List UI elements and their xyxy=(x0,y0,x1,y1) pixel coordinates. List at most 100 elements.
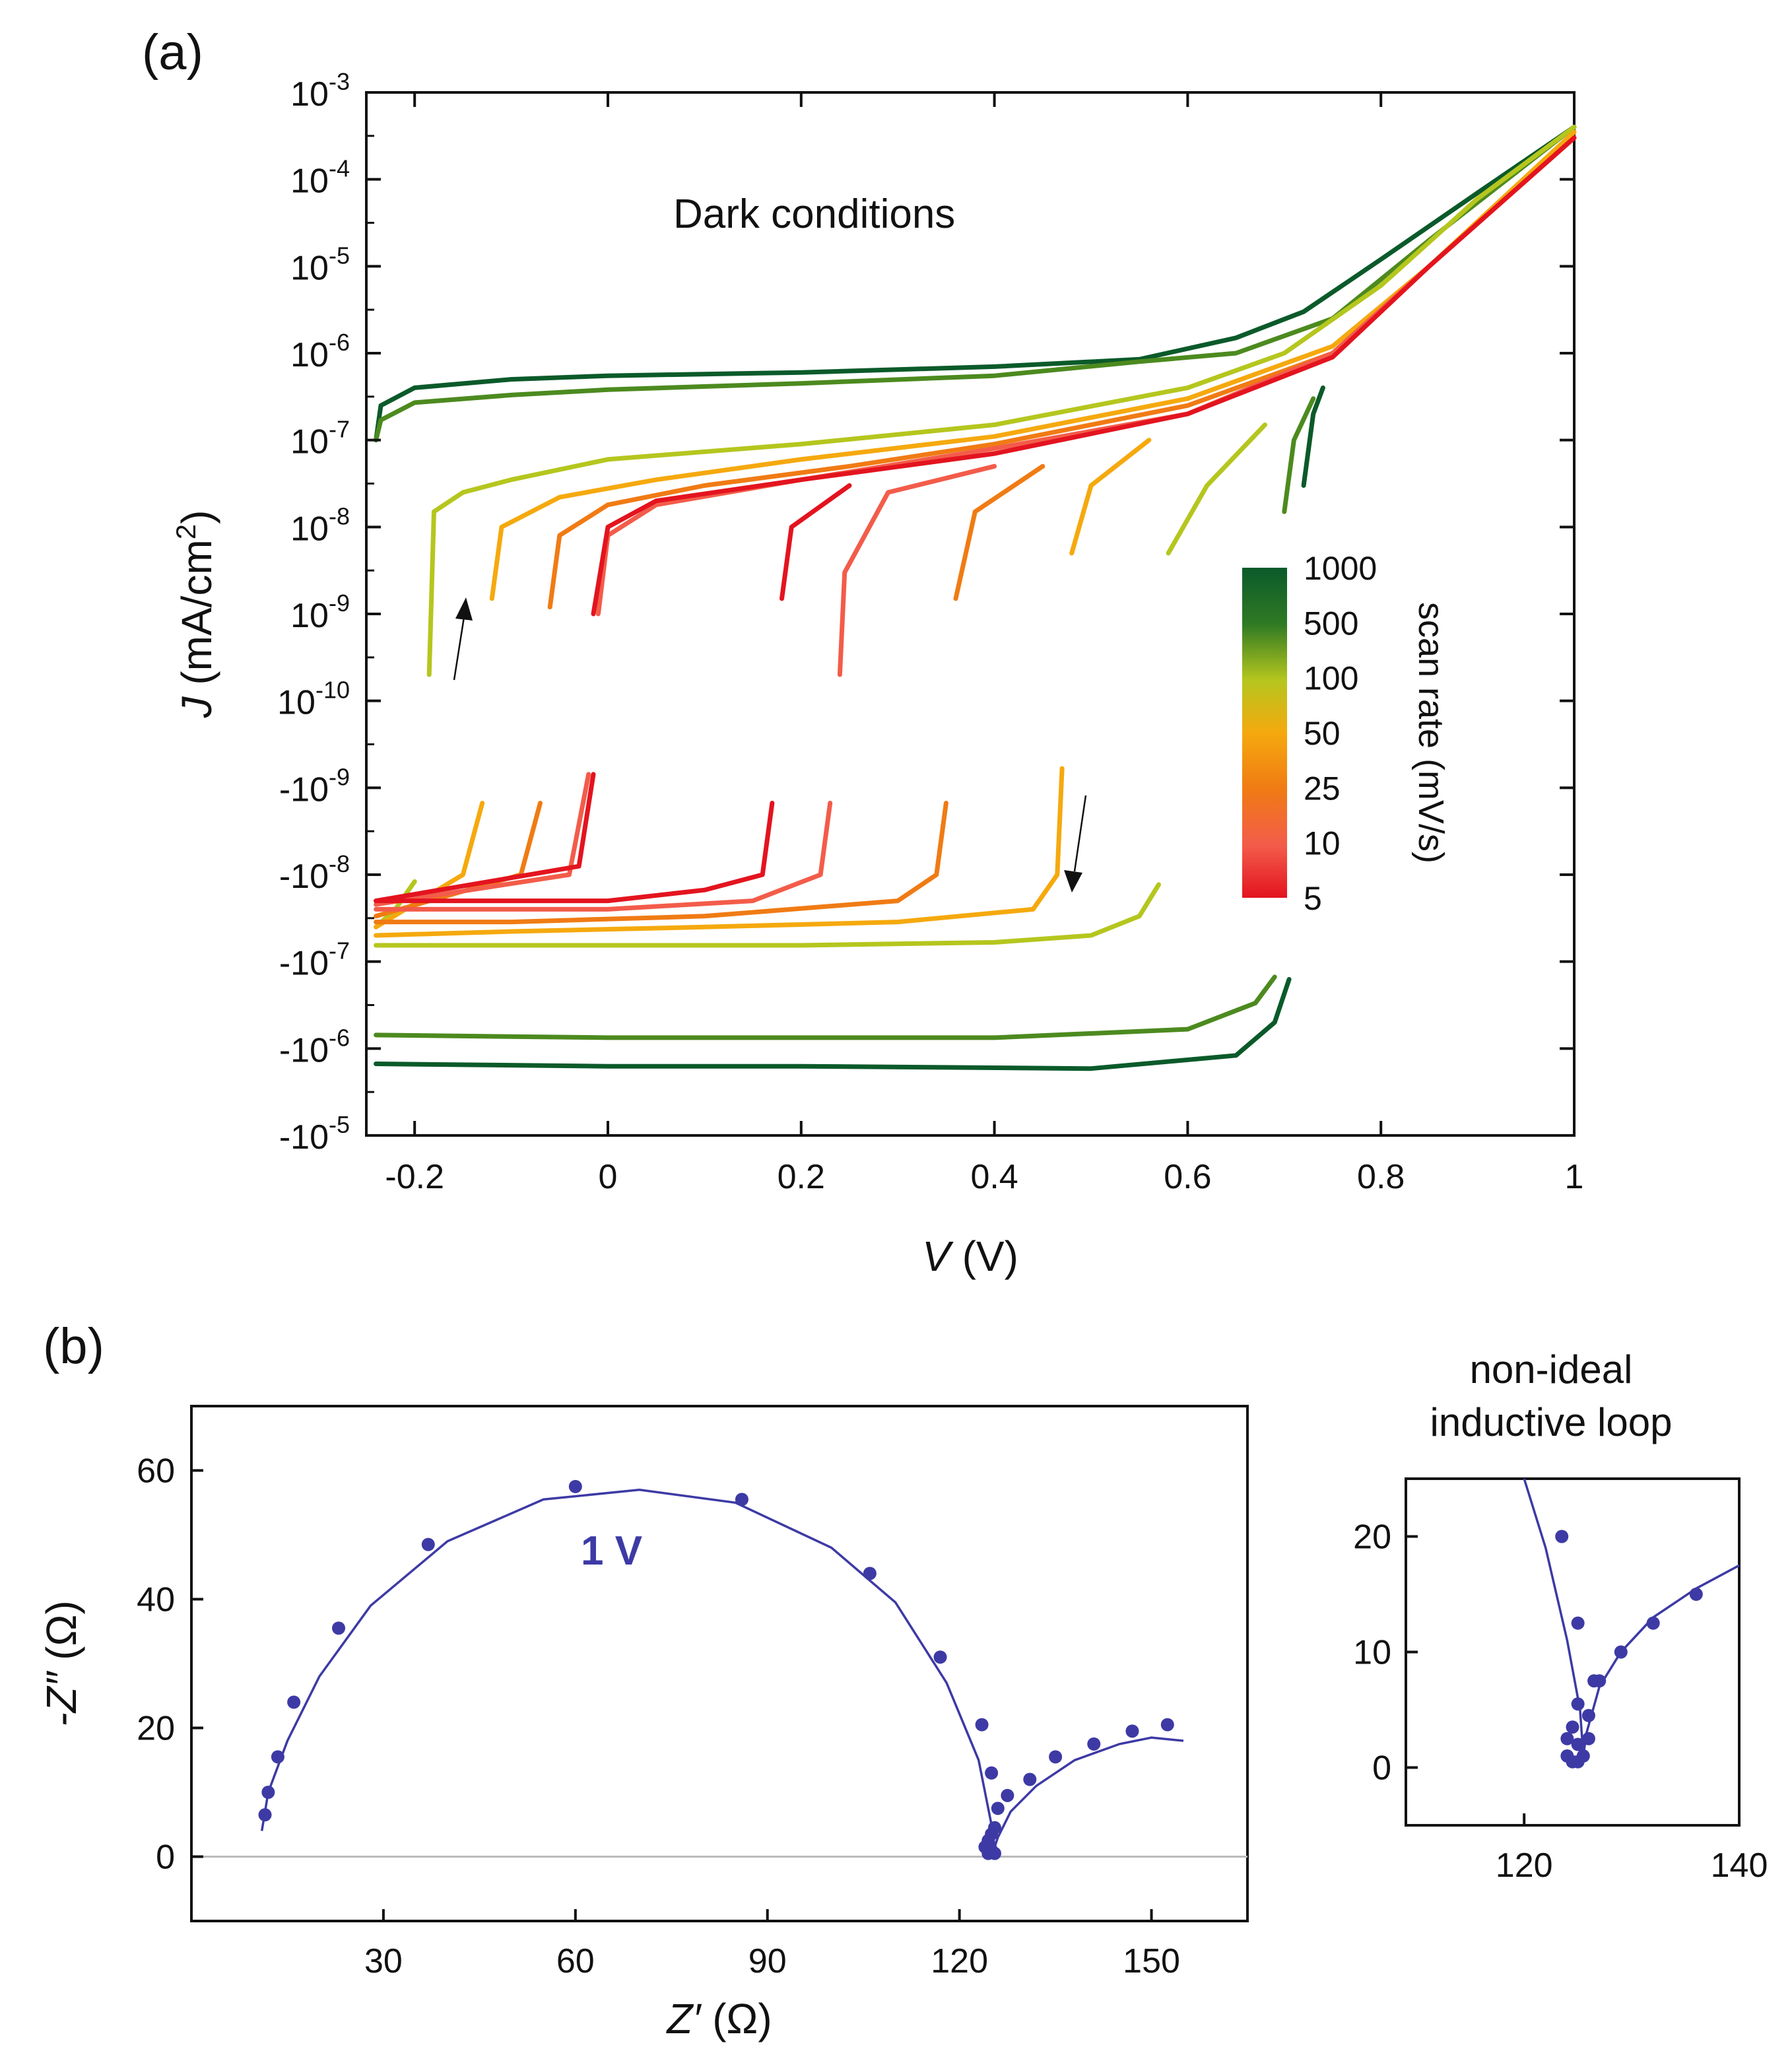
plot-a-y-tick-label: -10-5 xyxy=(279,1111,350,1157)
plot-b-x-ticks: 30 60 90 120 150 xyxy=(364,1909,1180,1980)
plot-b-point xyxy=(271,1750,284,1764)
plot-a: -0.2 0 0.2 0.4 0.6 0.8 1 10-310-410-510-610-71… xyxy=(170,68,1583,1280)
plot-b-point xyxy=(258,1808,272,1822)
plot-b-point xyxy=(332,1621,346,1635)
plot-b-point xyxy=(1023,1772,1037,1786)
inset-point xyxy=(1560,1732,1574,1745)
inset-point xyxy=(1566,1720,1579,1734)
colorbar-label: 50 xyxy=(1304,715,1341,752)
inset-y-tick-label: 0 xyxy=(1372,1749,1391,1788)
plot-b-point xyxy=(1049,1750,1063,1764)
series-6-forward xyxy=(591,135,1577,617)
series-6-forward-start xyxy=(780,483,852,601)
plot-b-point xyxy=(421,1537,435,1551)
inset-y-tick-label: 10 xyxy=(1353,1634,1391,1672)
plot-b-point xyxy=(985,1766,999,1780)
plot-a-y-tick-label: -10-7 xyxy=(279,937,350,983)
plot-b-fit-curve xyxy=(260,1489,1184,1848)
colorbar-label: 25 xyxy=(1304,770,1341,807)
series-0-forward xyxy=(374,124,1577,443)
plot-b-point xyxy=(1160,1718,1174,1732)
plot-a-x-ticks: -0.2 0 0.2 0.4 0.6 0.8 1 xyxy=(385,92,1583,1196)
plot-b-y-tick-label: 40 xyxy=(137,1581,175,1619)
plot-a-x-tick-label: 0.2 xyxy=(778,1158,825,1196)
plot-b-y-ticks: 0 20 40 60 xyxy=(137,1452,203,1877)
inset-point xyxy=(1646,1616,1660,1630)
series-0-forward-start xyxy=(1301,385,1325,488)
series-6-reverse xyxy=(374,801,775,904)
colorbar-label: 1000 xyxy=(1304,550,1377,587)
inset-x-tick-label: 140 xyxy=(1711,1846,1768,1885)
series-4-forward-start xyxy=(953,463,1045,601)
plot-a-series xyxy=(374,124,1577,1071)
series-1-forward xyxy=(374,124,1577,443)
inset-title-line1: non-ideal xyxy=(1470,1347,1633,1392)
annotation-dark-conditions: Dark conditions xyxy=(673,191,955,237)
inset-x-tick-label: 120 xyxy=(1496,1846,1553,1885)
series-2-forward-start xyxy=(1166,422,1267,556)
plot-b-point xyxy=(933,1650,947,1664)
plot-a-y-tick-label: 10-5 xyxy=(290,242,350,287)
plot-b-point xyxy=(1001,1788,1014,1802)
series-1-reverse xyxy=(374,974,1277,1040)
plot-a-x-label: V (V) xyxy=(922,1232,1018,1280)
series-3-forward xyxy=(489,129,1577,601)
inset-plot: non-ideal inductive loop 120 140 0 10 20 xyxy=(1353,1347,1768,1885)
inset-point xyxy=(1555,1530,1569,1543)
plot-b-y-tick-label: 0 xyxy=(156,1838,175,1877)
plot-a-x-tick-label: -0.2 xyxy=(385,1158,444,1196)
plot-b-x-tick-label: 90 xyxy=(748,1942,787,1980)
panel-b-label: (b) xyxy=(43,1318,104,1374)
plot-a-x-tick-label: 0.8 xyxy=(1357,1158,1405,1196)
plot-a-y-tick-label: 10-9 xyxy=(290,590,350,635)
colorbar-label: 5 xyxy=(1304,880,1322,917)
inset-point xyxy=(1571,1697,1585,1711)
plot-a-y-tick-label: -10-6 xyxy=(279,1024,350,1069)
colorbar: 1000 500 100 50 25 10 5 scan rate (mV/s) xyxy=(1242,550,1451,917)
inset-point xyxy=(1581,1708,1595,1722)
plot-a-y-tick-label: -10-8 xyxy=(279,850,350,896)
plot-b-point xyxy=(1087,1737,1101,1751)
plot-a-y-tick-label: 10-4 xyxy=(290,155,350,201)
plot-a-x-tick-label: 0 xyxy=(599,1158,618,1196)
inset-x-ticks: 120 140 xyxy=(1496,1813,1768,1885)
panel-a-label: (a) xyxy=(142,24,203,81)
inset-point xyxy=(1689,1588,1703,1601)
inset-y-tick-label: 20 xyxy=(1353,1518,1391,1557)
inset-y-ticks: 0 10 20 xyxy=(1353,1518,1418,1788)
plot-b-point xyxy=(287,1695,301,1709)
plot-b-y-label: -Z″ (Ω) xyxy=(38,1600,85,1726)
inset-point xyxy=(1581,1732,1595,1745)
series-2-forward xyxy=(426,124,1577,677)
colorbar-title: scan rate (mV/s) xyxy=(1411,602,1451,863)
plot-b-point xyxy=(261,1786,275,1799)
series-4-reverse xyxy=(374,801,948,925)
plot-b-point xyxy=(991,1802,1005,1815)
plot-b-x-tick-label: 60 xyxy=(556,1942,595,1980)
plot-b-point xyxy=(568,1479,582,1493)
inset-point xyxy=(1593,1674,1607,1688)
plot-a-x-tick-label: 0.4 xyxy=(970,1158,1018,1196)
colorbar-label: 10 xyxy=(1304,825,1341,862)
series-1-forward-start xyxy=(1282,396,1316,514)
inset-fit-curve xyxy=(1523,1478,1740,1757)
plot-b-point xyxy=(735,1493,748,1506)
plot-b-y-tick-label: 20 xyxy=(137,1710,175,1748)
inset-point xyxy=(1571,1737,1585,1751)
plot-b-points xyxy=(258,1479,1174,1860)
series-5-reverse xyxy=(374,801,833,912)
series-6-reverse-start xyxy=(374,772,596,904)
plot-a-y-tick-label: 10-3 xyxy=(290,68,350,114)
series-0-reverse xyxy=(374,977,1292,1071)
plot-b-point xyxy=(863,1567,877,1580)
plot-a-y-tick-label: 10-7 xyxy=(290,416,350,461)
inset-points xyxy=(1555,1530,1703,1769)
plot-a-y-tick-label: 10-8 xyxy=(290,502,350,548)
series-3-reverse xyxy=(374,766,1065,938)
plot-b-point xyxy=(1125,1724,1139,1738)
plot-a-y-tick-label: 10-10 xyxy=(277,677,350,722)
plot-b-point xyxy=(987,1846,1001,1860)
colorbar-label: 100 xyxy=(1304,660,1358,697)
plot-b-frame xyxy=(190,1405,1249,1922)
